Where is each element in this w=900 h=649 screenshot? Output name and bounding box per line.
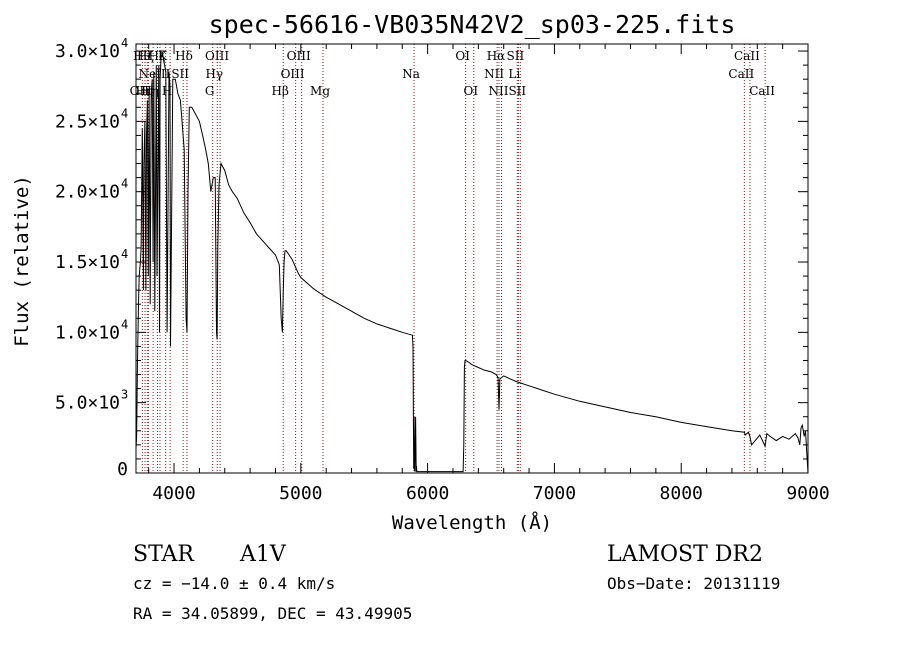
spectral-line-label: Hγ — [205, 67, 223, 81]
x-axis-label: Wavelength (Å) — [392, 511, 552, 534]
x-tick-label: 8000 — [660, 483, 703, 504]
y-tick-exponent: 4 — [121, 177, 128, 191]
spectral-line-label: Hη — [141, 84, 159, 98]
spectral-line-label: Mg — [310, 84, 330, 98]
spectral-line-label: G — [205, 84, 215, 98]
y-tick-exponent: 4 — [121, 317, 128, 331]
spectral-line-label: SII — [508, 84, 526, 98]
y-tick-exponent: 4 — [121, 106, 128, 120]
y-axis-ticks: 05.0×10 31.0×10 41.5×10 42.0×10 42.5×10 43.0×… — [55, 36, 808, 480]
spectral-line-label: NII — [489, 84, 509, 98]
y-tick-label: 2.5×10 — [55, 111, 120, 132]
x-tick-label: 5000 — [279, 483, 322, 504]
y-axis-label: Flux (relative) — [11, 175, 33, 347]
object-class: STAR — [133, 542, 195, 567]
spectral-line-label: Na — [402, 67, 420, 81]
spectral-line-label: OI — [463, 84, 478, 98]
spectral-line-label: NII — [484, 67, 504, 81]
spectral-line-label: Hδ — [175, 49, 193, 63]
y-tick-exponent: 4 — [121, 36, 128, 50]
series-line — [135, 51, 809, 474]
plot-frame — [135, 43, 809, 474]
x-tick-label: 7000 — [533, 483, 576, 504]
spectral-line-label: Hθ — [133, 49, 151, 63]
y-tick-label: 2.0×10 — [55, 182, 120, 203]
x-axis-ticks: 4000 5000 6000 7000 8000 9000 — [148, 44, 830, 504]
y-tick-label: 5.0×10 — [55, 393, 120, 414]
spectral-line-label: CaII — [728, 67, 754, 81]
spectral-line-label: CaII — [749, 84, 775, 98]
spectral-line-label: Hζ — [137, 49, 154, 63]
spectral-line-label: OI — [455, 49, 470, 63]
spectral-line-markers — [141, 44, 766, 473]
redshift-text: cz = −14.0 ± 0.4 km/s — [133, 574, 335, 593]
survey-name: LAMOST DR2 — [607, 542, 763, 567]
spectral-line-label: H — [162, 84, 172, 98]
spectral-line-label: CaII — [734, 49, 760, 63]
y-tick-exponent: 4 — [121, 247, 128, 261]
object-subclass: A1V — [239, 542, 287, 567]
spectral-line-labels: OIIHθHηHζHηNeIIIHζKHSIIHδGHγOIIIHβOIIIOI… — [130, 49, 776, 98]
x-tick-label: 4000 — [152, 483, 195, 504]
x-tick-label: 6000 — [406, 483, 449, 504]
spectral-line-label: Hβ — [272, 84, 289, 98]
spectral-line-label: OIII — [205, 49, 229, 63]
spectral-line-label: Hζ — [148, 49, 165, 63]
coordinates-text: RA = 34.05899, DEC = 43.49905 — [133, 604, 412, 623]
chart-title: spec-56616-VB035N42V2_sp03-225.fits — [209, 10, 736, 39]
spectral-line-label: Li — [508, 67, 520, 81]
spectral-line-label: OII — [130, 84, 150, 98]
spectral-line-label: OIII — [287, 49, 311, 63]
y-tick-label: 1.5×10 — [55, 252, 120, 273]
spectral-line-label: Hα — [487, 49, 506, 63]
y-tick-label: 1.0×10 — [55, 322, 120, 343]
obs-date: Obs−Date: 20131119 — [607, 574, 780, 593]
y-tick-exponent: 3 — [121, 388, 128, 402]
x-tick-label: 9000 — [786, 483, 829, 504]
spectral-line-label: OIII — [281, 67, 305, 81]
y-tick-label: 0 — [117, 459, 128, 480]
y-tick-label: 3.0×10 — [55, 41, 120, 62]
spectral-line-label: SII — [171, 67, 189, 81]
spectral-line-label: SII — [507, 49, 525, 63]
spectral-line-label: NeIII — [139, 67, 171, 81]
